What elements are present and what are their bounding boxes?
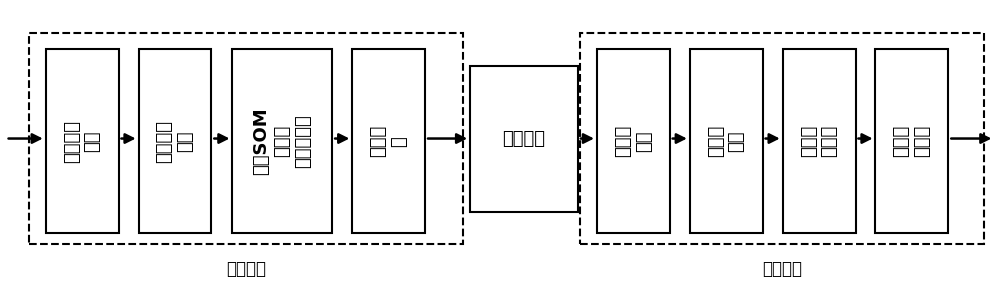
Bar [875, 49, 948, 233]
Text: 光发射机: 光发射机 [226, 260, 266, 278]
Bar [29, 33, 463, 244]
Bar [690, 49, 763, 233]
Text: 基于SOM
的非均
匀量化模块: 基于SOM 的非均 匀量化模块 [253, 107, 312, 175]
Text: 光调制
器: 光调制 器 [369, 125, 408, 157]
Text: 实时示
波器: 实时示 波器 [707, 125, 746, 157]
Text: 光电探
测器: 光电探 测器 [614, 125, 653, 157]
Bar [352, 49, 425, 233]
Bar [580, 33, 984, 244]
Text: 数据输
出单元: 数据输 出单元 [893, 125, 931, 157]
Bar [139, 49, 211, 233]
Text: 光接收机: 光接收机 [762, 260, 802, 278]
Bar [470, 65, 578, 212]
Text: 基带解
调模块: 基带解 调模块 [800, 125, 838, 157]
Bar [46, 49, 119, 233]
Text: 基带调制
模块: 基带调制 模块 [156, 120, 194, 163]
Text: 光纤信道: 光纤信道 [502, 130, 545, 148]
Bar [232, 49, 332, 233]
Bar [783, 49, 856, 233]
Text: 数字信号
模块: 数字信号 模块 [63, 120, 101, 163]
Bar [597, 49, 670, 233]
